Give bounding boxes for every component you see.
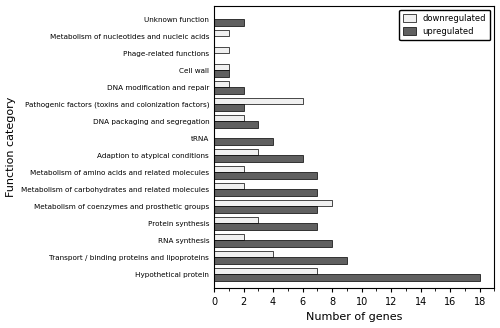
Y-axis label: Function category: Function category bbox=[6, 96, 16, 197]
Bar bbox=[214, 98, 302, 104]
Bar bbox=[214, 206, 318, 213]
Bar bbox=[214, 234, 244, 240]
Bar bbox=[214, 47, 229, 53]
Bar bbox=[214, 70, 229, 77]
Bar bbox=[214, 155, 302, 162]
Bar bbox=[214, 64, 229, 70]
Bar bbox=[214, 257, 347, 264]
Bar bbox=[214, 104, 244, 111]
Bar bbox=[214, 166, 244, 172]
Bar bbox=[214, 200, 332, 206]
Bar bbox=[214, 172, 318, 179]
Bar bbox=[214, 268, 318, 274]
Bar bbox=[214, 274, 479, 281]
Bar bbox=[214, 251, 273, 257]
Bar bbox=[214, 223, 318, 230]
Bar bbox=[214, 81, 229, 87]
Bar bbox=[214, 115, 244, 121]
Bar bbox=[214, 30, 229, 36]
Bar bbox=[214, 240, 332, 247]
Bar bbox=[214, 87, 244, 94]
Bar bbox=[214, 149, 258, 155]
Bar bbox=[214, 138, 273, 145]
Bar bbox=[214, 183, 244, 189]
Bar bbox=[214, 19, 244, 26]
Bar bbox=[214, 121, 258, 128]
X-axis label: Number of genes: Number of genes bbox=[306, 313, 402, 322]
Bar bbox=[214, 217, 258, 223]
Bar bbox=[214, 189, 318, 196]
Legend: downregulated, upregulated: downregulated, upregulated bbox=[400, 10, 490, 40]
